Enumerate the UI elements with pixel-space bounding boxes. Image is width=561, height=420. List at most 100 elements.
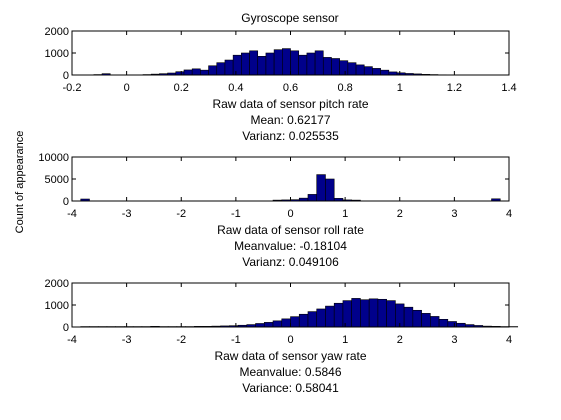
histogram-bar <box>333 302 344 328</box>
x-tick-label: 0.4 <box>228 82 243 94</box>
stat-line: Variance: 0.58041 <box>242 381 339 395</box>
histogram-bar <box>298 54 308 76</box>
histogram-bar <box>290 50 299 76</box>
histogram-bar <box>430 316 440 328</box>
x-tick-label: 0.2 <box>174 82 189 94</box>
figure-title: Gyroscope sensor <box>241 11 338 25</box>
subplot-2: -4 -3 -2 -1 0 1 2 3 4 0 5000 10000 Raw data of senso… <box>38 152 512 269</box>
x-tick-label: -1 <box>231 208 241 220</box>
histogram-bar <box>325 305 335 328</box>
x-tick-label: 1.4 <box>501 82 516 94</box>
histogram-bar <box>191 68 201 76</box>
y-tick-label: 5000 <box>45 174 69 186</box>
x-tick-label: 2 <box>397 334 403 346</box>
histogram-bar <box>255 323 265 328</box>
x-tick-label: -1 <box>231 334 241 346</box>
stat-line: Mean: 0.62177 <box>250 113 330 127</box>
histogram-bar <box>403 306 414 328</box>
histogram-bar <box>363 66 373 76</box>
histogram-bar <box>273 49 283 76</box>
x-tick-label: -4 <box>67 334 77 346</box>
histogram-bar <box>438 318 449 328</box>
x-tick-label: 0.8 <box>337 82 352 94</box>
stat-line: Meanvalue: -0.18104 <box>234 239 347 253</box>
histogram-bar <box>263 322 274 328</box>
x-tick-label: 1 <box>342 208 348 220</box>
histogram-bar <box>325 178 335 202</box>
histogram-bar <box>298 313 309 328</box>
y-tick-label: 1000 <box>45 300 69 312</box>
x-tick-label: 0 <box>287 334 293 346</box>
y-tick-label: 0 <box>63 322 69 334</box>
x-tick-label: 0 <box>124 82 130 94</box>
histogram-bar <box>342 300 352 328</box>
y-tick-label: 0 <box>63 70 69 82</box>
histogram-bar <box>208 65 218 76</box>
histogram-bar <box>307 194 318 202</box>
x-tick-label: 4 <box>506 334 512 346</box>
histogram-bar <box>447 321 457 328</box>
histogram-bar <box>380 69 390 76</box>
histogram-bar <box>386 300 396 328</box>
subplot-3: -4 -3 -2 -1 0 1 2 3 4 0 1000 2000 Raw data of sensor… <box>45 278 519 395</box>
histogram-bar <box>355 64 365 76</box>
y-tick-label: 2000 <box>45 26 69 38</box>
histogram-bar <box>377 298 387 328</box>
histogram-bar <box>314 50 324 76</box>
x-axis-label: Raw data of sensor yaw rate <box>214 349 366 363</box>
stat-line: Varianz: 0.025535 <box>242 129 339 143</box>
histogram-bar <box>249 50 259 76</box>
x-tick-label: 0.6 <box>283 82 298 94</box>
x-tick-label: -2 <box>176 334 186 346</box>
y-axis-label: Count of appearance <box>14 131 26 234</box>
histogram-bar <box>316 308 326 328</box>
x-tick-label: 4 <box>506 208 512 220</box>
histogram-bar <box>224 59 234 76</box>
histogram-bar <box>372 68 381 76</box>
x-tick-label: 2 <box>397 208 403 220</box>
x-axis-label: Raw data of sensor pitch rate <box>212 97 368 111</box>
histogram-bar <box>368 298 379 328</box>
y-tick-label: 1000 <box>45 48 69 60</box>
histogram-bar <box>322 57 332 76</box>
stat-line: Meanvalue: 0.5846 <box>239 365 341 379</box>
histogram-bar <box>456 322 466 328</box>
y-tick-label: 0 <box>63 196 69 208</box>
x-tick-label: 0 <box>287 208 293 220</box>
histogram-bar <box>257 55 267 76</box>
x-tick-label: -3 <box>122 334 132 346</box>
axes-frame <box>71 156 510 202</box>
x-tick-label: 1.2 <box>447 82 462 94</box>
histogram-bar <box>241 52 250 76</box>
x-tick-label: 3 <box>451 334 457 346</box>
histogram-bar <box>331 58 340 76</box>
histogram-bar <box>421 313 431 328</box>
x-tick-label: -4 <box>67 208 77 220</box>
x-tick-label: -3 <box>122 208 132 220</box>
histogram-bar <box>282 48 291 76</box>
x-tick-label: 3 <box>451 208 457 220</box>
histogram-bar <box>232 54 242 76</box>
histogram-bar <box>265 52 275 76</box>
y-tick-label: 10000 <box>38 152 69 164</box>
histogram-bar <box>200 69 209 76</box>
histogram-bar <box>183 69 193 76</box>
histogram-bar <box>316 174 326 202</box>
histogram-bar <box>307 311 318 328</box>
histogram-bar <box>290 316 300 328</box>
y-tick-label: 2000 <box>45 278 69 290</box>
histogram-bar <box>412 309 422 328</box>
x-tick-label: 1 <box>397 82 403 94</box>
histogram-bar <box>347 62 357 76</box>
x-tick-label: -0.2 <box>63 82 82 94</box>
histogram-bar <box>281 318 291 328</box>
stat-line: Varianz: 0.049106 <box>242 255 339 269</box>
histogram-bar <box>216 62 226 76</box>
histogram-bar <box>360 299 370 328</box>
histogram-bar <box>339 60 349 76</box>
histogram-bar <box>272 320 283 328</box>
histogram-bar <box>351 298 361 328</box>
x-axis-label: Raw data of sensor roll rate <box>217 223 364 237</box>
x-tick-label: 1 <box>342 334 348 346</box>
